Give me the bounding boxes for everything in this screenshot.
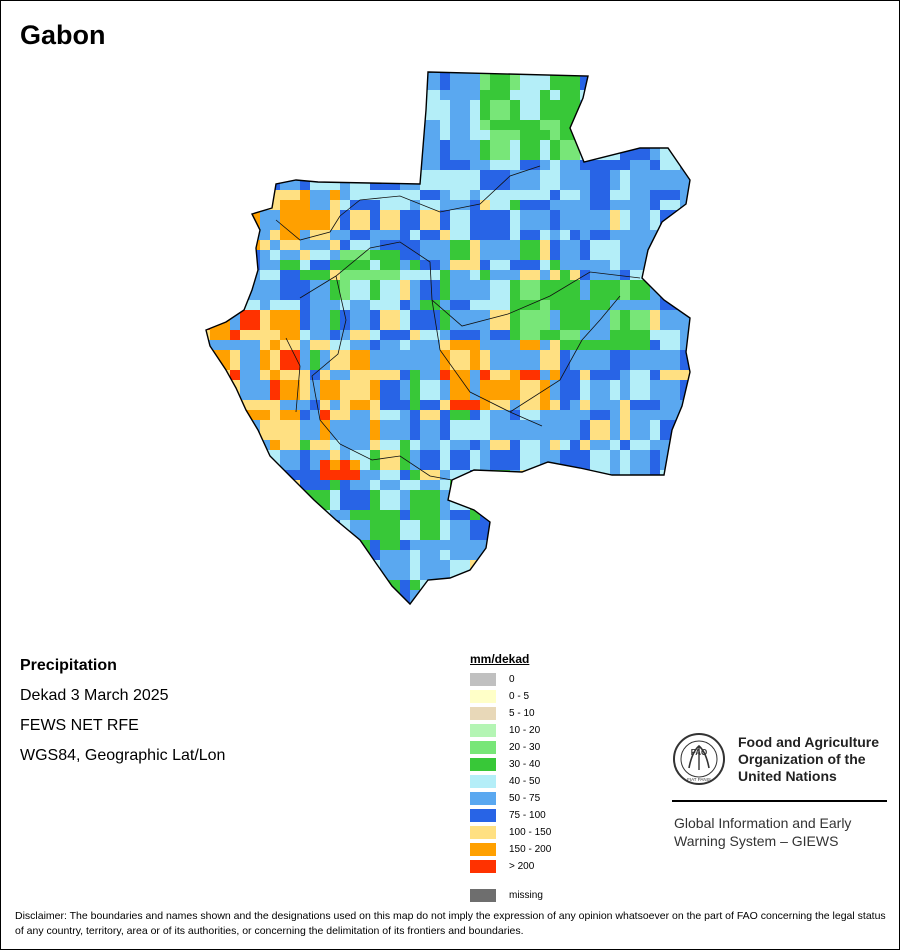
legend-swatch	[470, 843, 496, 856]
legend-label: 0 - 5	[509, 691, 530, 702]
legend-title: mm/dekad	[470, 652, 530, 666]
province-boundaries	[275, 165, 641, 481]
legend-swatch	[470, 775, 496, 788]
legend-item: 50 - 75	[470, 790, 551, 807]
legend-swatch	[470, 809, 496, 822]
projection-label: WGS84, Geographic Lat/Lon	[20, 747, 226, 764]
disclaimer: Disclaimer: The boundaries and names sho…	[15, 910, 886, 937]
legend-item: 20 - 30	[470, 739, 551, 756]
legend-item: 0	[470, 671, 551, 688]
legend-label: 40 - 50	[509, 776, 541, 787]
legend-label: 75 - 100	[509, 810, 546, 821]
legend-label: 0	[509, 674, 515, 685]
legend-item: > 200	[470, 858, 551, 875]
legend-swatch	[470, 889, 496, 902]
legend-item: 0 - 5	[470, 688, 551, 705]
legend-label: 5 - 10	[509, 708, 535, 719]
map-info: Precipitation Dekad 3 March 2025 FEWS NE…	[20, 656, 225, 776]
divider	[672, 800, 887, 802]
legend-swatch	[470, 758, 496, 771]
legend-label: 20 - 30	[509, 742, 541, 753]
legend-item: 30 - 40	[470, 756, 551, 773]
legend-item: 40 - 50	[470, 773, 551, 790]
fao-org-name: Food and Agriculture Organization of the…	[738, 734, 880, 784]
province-boundary	[285, 337, 301, 413]
legend-label: 100 - 150	[509, 827, 552, 838]
country-outline	[205, 71, 691, 606]
map-title: Gabon	[20, 20, 106, 50]
legend: mm/dekad 0 0 - 5 5 - 10 10 - 20 20 - 30 30 - …	[470, 652, 551, 904]
legend-label: 10 - 20	[509, 725, 541, 736]
province-boundary	[275, 215, 341, 241]
legend-label: > 200	[509, 861, 535, 872]
legend-item: 10 - 20	[470, 722, 551, 739]
legend-item-missing: missing	[470, 887, 551, 904]
svg-text:FIAT PANIS: FIAT PANIS	[687, 777, 711, 782]
legend-label: 50 - 75	[509, 793, 541, 804]
province-boundary	[311, 275, 347, 445]
svg-text:FAO: FAO	[691, 748, 707, 757]
legend-item: 150 - 200	[470, 841, 551, 858]
variable-heading: Precipitation	[20, 657, 117, 674]
legend-swatch	[470, 724, 496, 737]
data-source: FEWS NET RFE	[20, 717, 139, 734]
legend-item: 75 - 100	[470, 807, 551, 824]
legend-item: 5 - 10	[470, 705, 551, 722]
province-boundary	[509, 295, 621, 413]
province-boundary	[339, 443, 453, 481]
legend-swatch	[470, 792, 496, 805]
province-boundary	[339, 165, 541, 217]
legend-label: missing	[509, 890, 543, 901]
giews-name: Global Information and Early Warning Sys…	[674, 815, 852, 849]
legend-swatch	[470, 707, 496, 720]
legend-swatch	[470, 860, 496, 873]
legend-swatch	[470, 690, 496, 703]
legend-label: 30 - 40	[509, 759, 541, 770]
fao-logo-icon: FAO FIAT PANIS	[673, 733, 725, 785]
legend-label: 150 - 200	[509, 844, 552, 855]
legend-swatch	[470, 826, 496, 839]
legend-item: 100 - 150	[470, 824, 551, 841]
period-label: Dekad 3 March 2025	[20, 687, 169, 704]
legend-swatch	[470, 673, 496, 686]
legend-swatch	[470, 741, 496, 754]
province-boundary	[431, 299, 543, 427]
